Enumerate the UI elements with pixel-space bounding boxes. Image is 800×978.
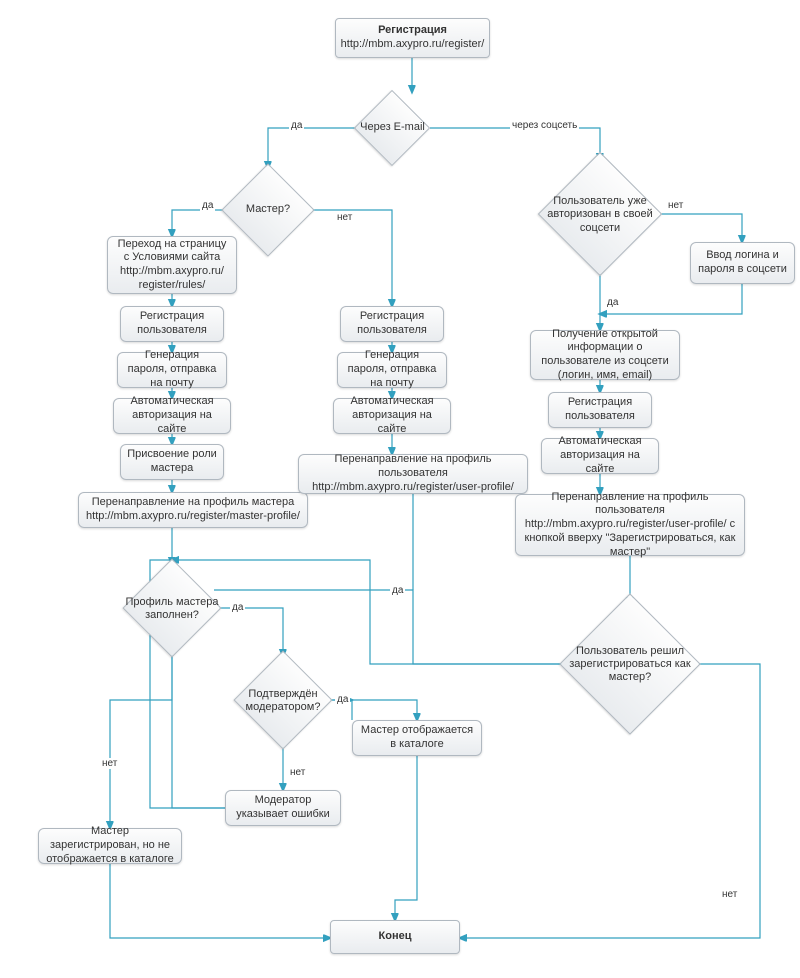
redir-user2-text: Перенаправление на профиль пользователя … — [522, 491, 738, 560]
node-redir-master: Перенаправление на профиль мастера http:… — [78, 492, 308, 528]
edge-label-da-profile: да — [230, 602, 245, 613]
edge-label-da-mod: да — [335, 694, 350, 705]
node-reg3: Регистрация пользователя — [548, 392, 652, 428]
node-redir-user1: Перенаправление на профиль пользователя … — [298, 454, 528, 494]
rules-text: Переход на страницу с Условиями сайта ht… — [114, 238, 230, 293]
redir-user1-text: Перенаправление на профиль пользователя … — [305, 453, 521, 494]
edge-label-da-social: да — [605, 297, 620, 308]
gen1-text: Генерация пароля, отправка на почту — [124, 349, 220, 390]
node-gen1: Генерация пароля, отправка на почту — [117, 352, 227, 388]
start-title: Регистрация — [341, 24, 485, 38]
node-rules: Переход на страницу с Условиями сайта ht… — [107, 236, 237, 294]
node-role: Присвоение роли мастера — [120, 444, 224, 480]
node-catalog: Мастер отображается в каталоге — [352, 720, 482, 756]
node-not-catalog: Мастер зарегистрирован, но не отображает… — [38, 828, 182, 864]
catalog-text: Мастер отображается в каталоге — [359, 724, 475, 752]
flowchart-canvas: Регистрация http://mbm.axypro.ru/registe… — [0, 0, 800, 978]
edge-label-da2: да — [200, 200, 215, 211]
errors-text: Модератор указывает ошибки — [232, 794, 334, 822]
reg1-text: Регистрация пользователя — [127, 310, 217, 338]
node-redir-user2: Перенаправление на профиль пользователя … — [515, 494, 745, 556]
node-errors: Модератор указывает ошибки — [225, 790, 341, 826]
node-reg2: Регистрация пользователя — [340, 306, 444, 342]
login-social-text: Ввод логина и пароля в соцсети — [697, 249, 788, 277]
edge-label-net-decide: нет — [720, 889, 739, 900]
edge-label-net1: нет — [335, 212, 354, 223]
node-auth1: Автоматическая авторизация на сайте — [113, 398, 231, 434]
edge-label-net-social: нет — [666, 200, 685, 211]
edge-label-social: через соцсеть — [510, 120, 579, 131]
node-login-social: Ввод логина и пароля в соцсети — [690, 242, 795, 284]
auth1-text: Автоматическая авторизация на сайте — [120, 395, 224, 436]
edge-label-da-decide: да — [390, 585, 405, 596]
auth2-text: Автоматическая авторизация на сайте — [340, 395, 444, 436]
node-gen2: Генерация пароля, отправка на почту — [337, 352, 447, 388]
not-catalog-text: Мастер зарегистрирован, но не отображает… — [45, 825, 175, 866]
node-start: Регистрация http://mbm.axypro.ru/registe… — [335, 18, 490, 58]
reg2-text: Регистрация пользователя — [347, 310, 437, 338]
node-end: Конец — [330, 920, 460, 954]
getinfo-text: Получение открытой информации о пользова… — [537, 328, 673, 383]
edge-label-net-mod: нет — [288, 767, 307, 778]
node-reg1: Регистрация пользователя — [120, 306, 224, 342]
node-auth2: Автоматическая авторизация на сайте — [333, 398, 451, 434]
redir-master-text: Перенаправление на профиль мастера http:… — [85, 496, 301, 524]
start-sub: http://mbm.axypro.ru/register/ — [341, 38, 485, 52]
role-text: Присвоение роли мастера — [127, 448, 217, 476]
edge-label-net-profile: нет — [100, 758, 119, 769]
end-title: Конец — [379, 930, 412, 944]
edge-label-da1: да — [289, 120, 304, 131]
gen2-text: Генерация пароля, отправка на почту — [344, 349, 440, 390]
node-getinfo: Получение открытой информации о пользова… — [530, 330, 680, 380]
auth3-text: Автоматическая авторизация на сайте — [548, 435, 652, 476]
reg3-text: Регистрация пользователя — [555, 396, 645, 424]
node-auth3: Автоматическая авторизация на сайте — [541, 438, 659, 474]
